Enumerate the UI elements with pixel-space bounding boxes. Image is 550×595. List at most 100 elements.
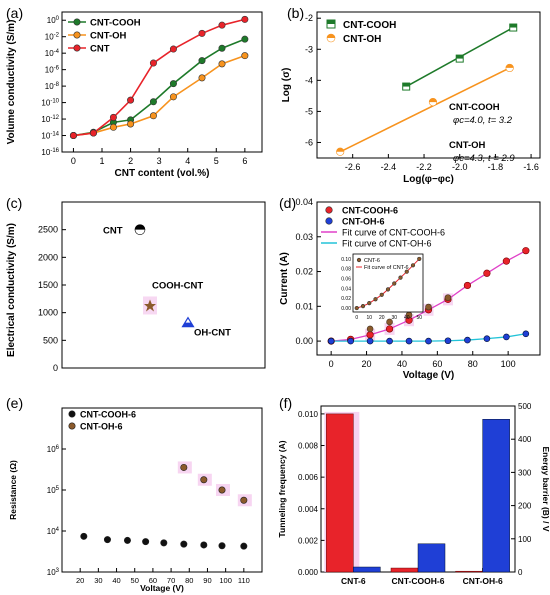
f-ytick-right-label: 200 <box>518 502 532 511</box>
d-inset-legend-marker <box>356 257 362 263</box>
a-legend-marker <box>73 44 81 52</box>
a-legend-marker <box>73 31 81 39</box>
e-point-CNT-COOH-6 <box>200 541 208 549</box>
d-point-CNT-COOH-6 <box>502 257 510 265</box>
a-legend-label: CNT-COOH <box>90 18 141 29</box>
a-ytick-label: 10-16 <box>41 148 59 157</box>
a-point-CNT <box>109 113 117 121</box>
f-ytick-right-label: 400 <box>518 435 532 444</box>
c-ytick-label: 500 <box>43 335 58 345</box>
e-point-CNT-COOH-6 <box>218 542 226 550</box>
a-ytick-label: 10-12 <box>41 115 59 124</box>
d-legend-marker <box>325 217 333 225</box>
d-legend-marker <box>325 206 333 214</box>
e-point-CNT-COOH-6 <box>80 532 88 540</box>
a-point-CNT <box>218 21 226 29</box>
b-point-fill-CNT-OH <box>429 98 437 103</box>
f-ylabel-left: Tunneling frequency (A) <box>277 440 287 537</box>
f-ytick-right-label: 0 <box>518 568 523 577</box>
d-point-CNT-OH-6 <box>366 337 374 345</box>
e-frame <box>61 407 263 573</box>
f-xtick-label: CNT-6 <box>341 576 366 586</box>
e-point-CNT-COOH-6 <box>160 539 168 547</box>
d-inset-ytick-label: 0.02 <box>341 296 351 302</box>
f-ytick-left-label: 0.000 <box>298 568 319 577</box>
chart-f: (f) 0.000 0.002 0.004 0.006 0.008 0.010 0 100 20… <box>277 395 550 586</box>
a-point-CNT-OH <box>149 112 157 120</box>
b-xlabel: Log(φ−φc) <box>403 174 454 185</box>
d-inset-point <box>367 301 372 306</box>
chart-d: (d) 0 20 40 60 80 1000.000.010.020.030.04Volt… <box>279 195 541 381</box>
d-legend-label: CNT-OH-6 <box>342 217 385 227</box>
e-legend-marker <box>68 422 76 430</box>
d-xtick-label: 80 <box>468 359 478 369</box>
a-xtick-label: 4 <box>185 156 190 166</box>
a-point-CNT <box>127 96 135 104</box>
a-point-CNT-COOH <box>198 57 206 65</box>
f-bar-energy-CNT-COOH-6 <box>417 543 446 573</box>
d-legend-label: CNT-COOH-6 <box>342 206 398 216</box>
c-ytick-label: 1500 <box>38 280 58 290</box>
a-ytick-label: 10-10 <box>41 99 59 108</box>
d-xtick-label: 60 <box>432 359 442 369</box>
d-point-CNT-OH-6 <box>386 337 393 345</box>
a-point-CNT-OH <box>241 52 249 60</box>
e-xtick-label: 20 <box>76 576 84 585</box>
a-legend-label: CNT <box>90 44 110 55</box>
d-inset-xtick-label: 40 <box>404 315 410 321</box>
b-ytick-label: -5 <box>305 106 313 116</box>
d-point-CNT-6 <box>425 303 432 311</box>
d-xtick-label: 0 <box>329 359 334 369</box>
c-ytick-label: 2500 <box>38 225 58 235</box>
c-point-OH-CNT-fill <box>182 322 194 327</box>
a-xtick-label: 0 <box>71 156 76 166</box>
f-ylabel-right: Energy barrier (B) / V <box>541 446 550 531</box>
b-xtick-label: -1.6 <box>523 162 539 172</box>
b-annotation-params: φc=4.0, t= 3.2 <box>453 115 513 126</box>
b-ytick-label: -3 <box>305 44 313 54</box>
e-point-CNT-COOH-6 <box>240 542 248 550</box>
a-point-CNT-COOH <box>218 44 226 52</box>
d-point-CNT-OH-6 <box>503 333 510 341</box>
d-point-CNT-OH-6 <box>464 336 471 344</box>
chart-e: (e) 20 30 40 50 60 70 80 90 100 110 103 104 105 106 Vo… <box>6 395 263 593</box>
e-legend-marker <box>68 410 76 418</box>
f-ytick-left-label: 0.010 <box>298 410 319 419</box>
d-ytick-label: 0.04 <box>295 197 313 207</box>
panel-label-d: (d) <box>279 195 296 211</box>
f-bar-energy-CNT-6 <box>353 566 381 573</box>
b-legend-marker-fill <box>327 34 335 38</box>
a-ytick-label: 10-4 <box>45 49 60 58</box>
b-annotation-title: CNT-OH <box>449 140 486 151</box>
b-ylabel: Log (σ) <box>281 68 292 103</box>
d-inset-xtick-label: 0 <box>355 315 358 321</box>
d-inset-legend-label: Fit curve of CNT-6 <box>364 265 409 271</box>
a-point-CNT <box>69 132 77 140</box>
f-ytick-right-label: 500 <box>518 402 532 411</box>
c-point-CNT-fill <box>135 224 145 230</box>
a-point-CNT-COOH <box>149 98 157 106</box>
d-point-CNT-6 <box>386 318 393 326</box>
e-xtick-label: 90 <box>203 576 211 585</box>
d-inset-point <box>417 256 422 262</box>
d-xtick-label: 100 <box>501 359 516 369</box>
b-xtick-label: -2.2 <box>416 162 432 172</box>
e-ytick-label: 103 <box>47 568 60 577</box>
a-point-CNT-OH <box>127 120 135 128</box>
c-label-OH-CNT: OH-CNT <box>194 328 231 339</box>
a-point-CNT-OH <box>218 60 226 68</box>
d-point-CNT-OH-6 <box>425 337 432 345</box>
d-point-CNT-COOH-6 <box>366 331 374 339</box>
d-point-CNT-6 <box>366 325 374 333</box>
a-xtick-label: 6 <box>242 156 247 166</box>
d-inset-ytick-label: 0.10 <box>341 257 351 263</box>
d-inset-point <box>385 287 391 292</box>
f-bar-energy-CNT-OH-6 <box>482 419 510 573</box>
a-xtick-label: 1 <box>99 156 104 166</box>
a-point-CNT-OH <box>169 93 177 101</box>
a-xtick-label: 5 <box>214 156 219 166</box>
e-point-CNT-OH-6 <box>180 463 188 471</box>
e-ytick-label: 106 <box>47 445 60 454</box>
d-xtick-label: 40 <box>397 359 407 369</box>
d-point-CNT-COOH-6 <box>522 247 530 255</box>
